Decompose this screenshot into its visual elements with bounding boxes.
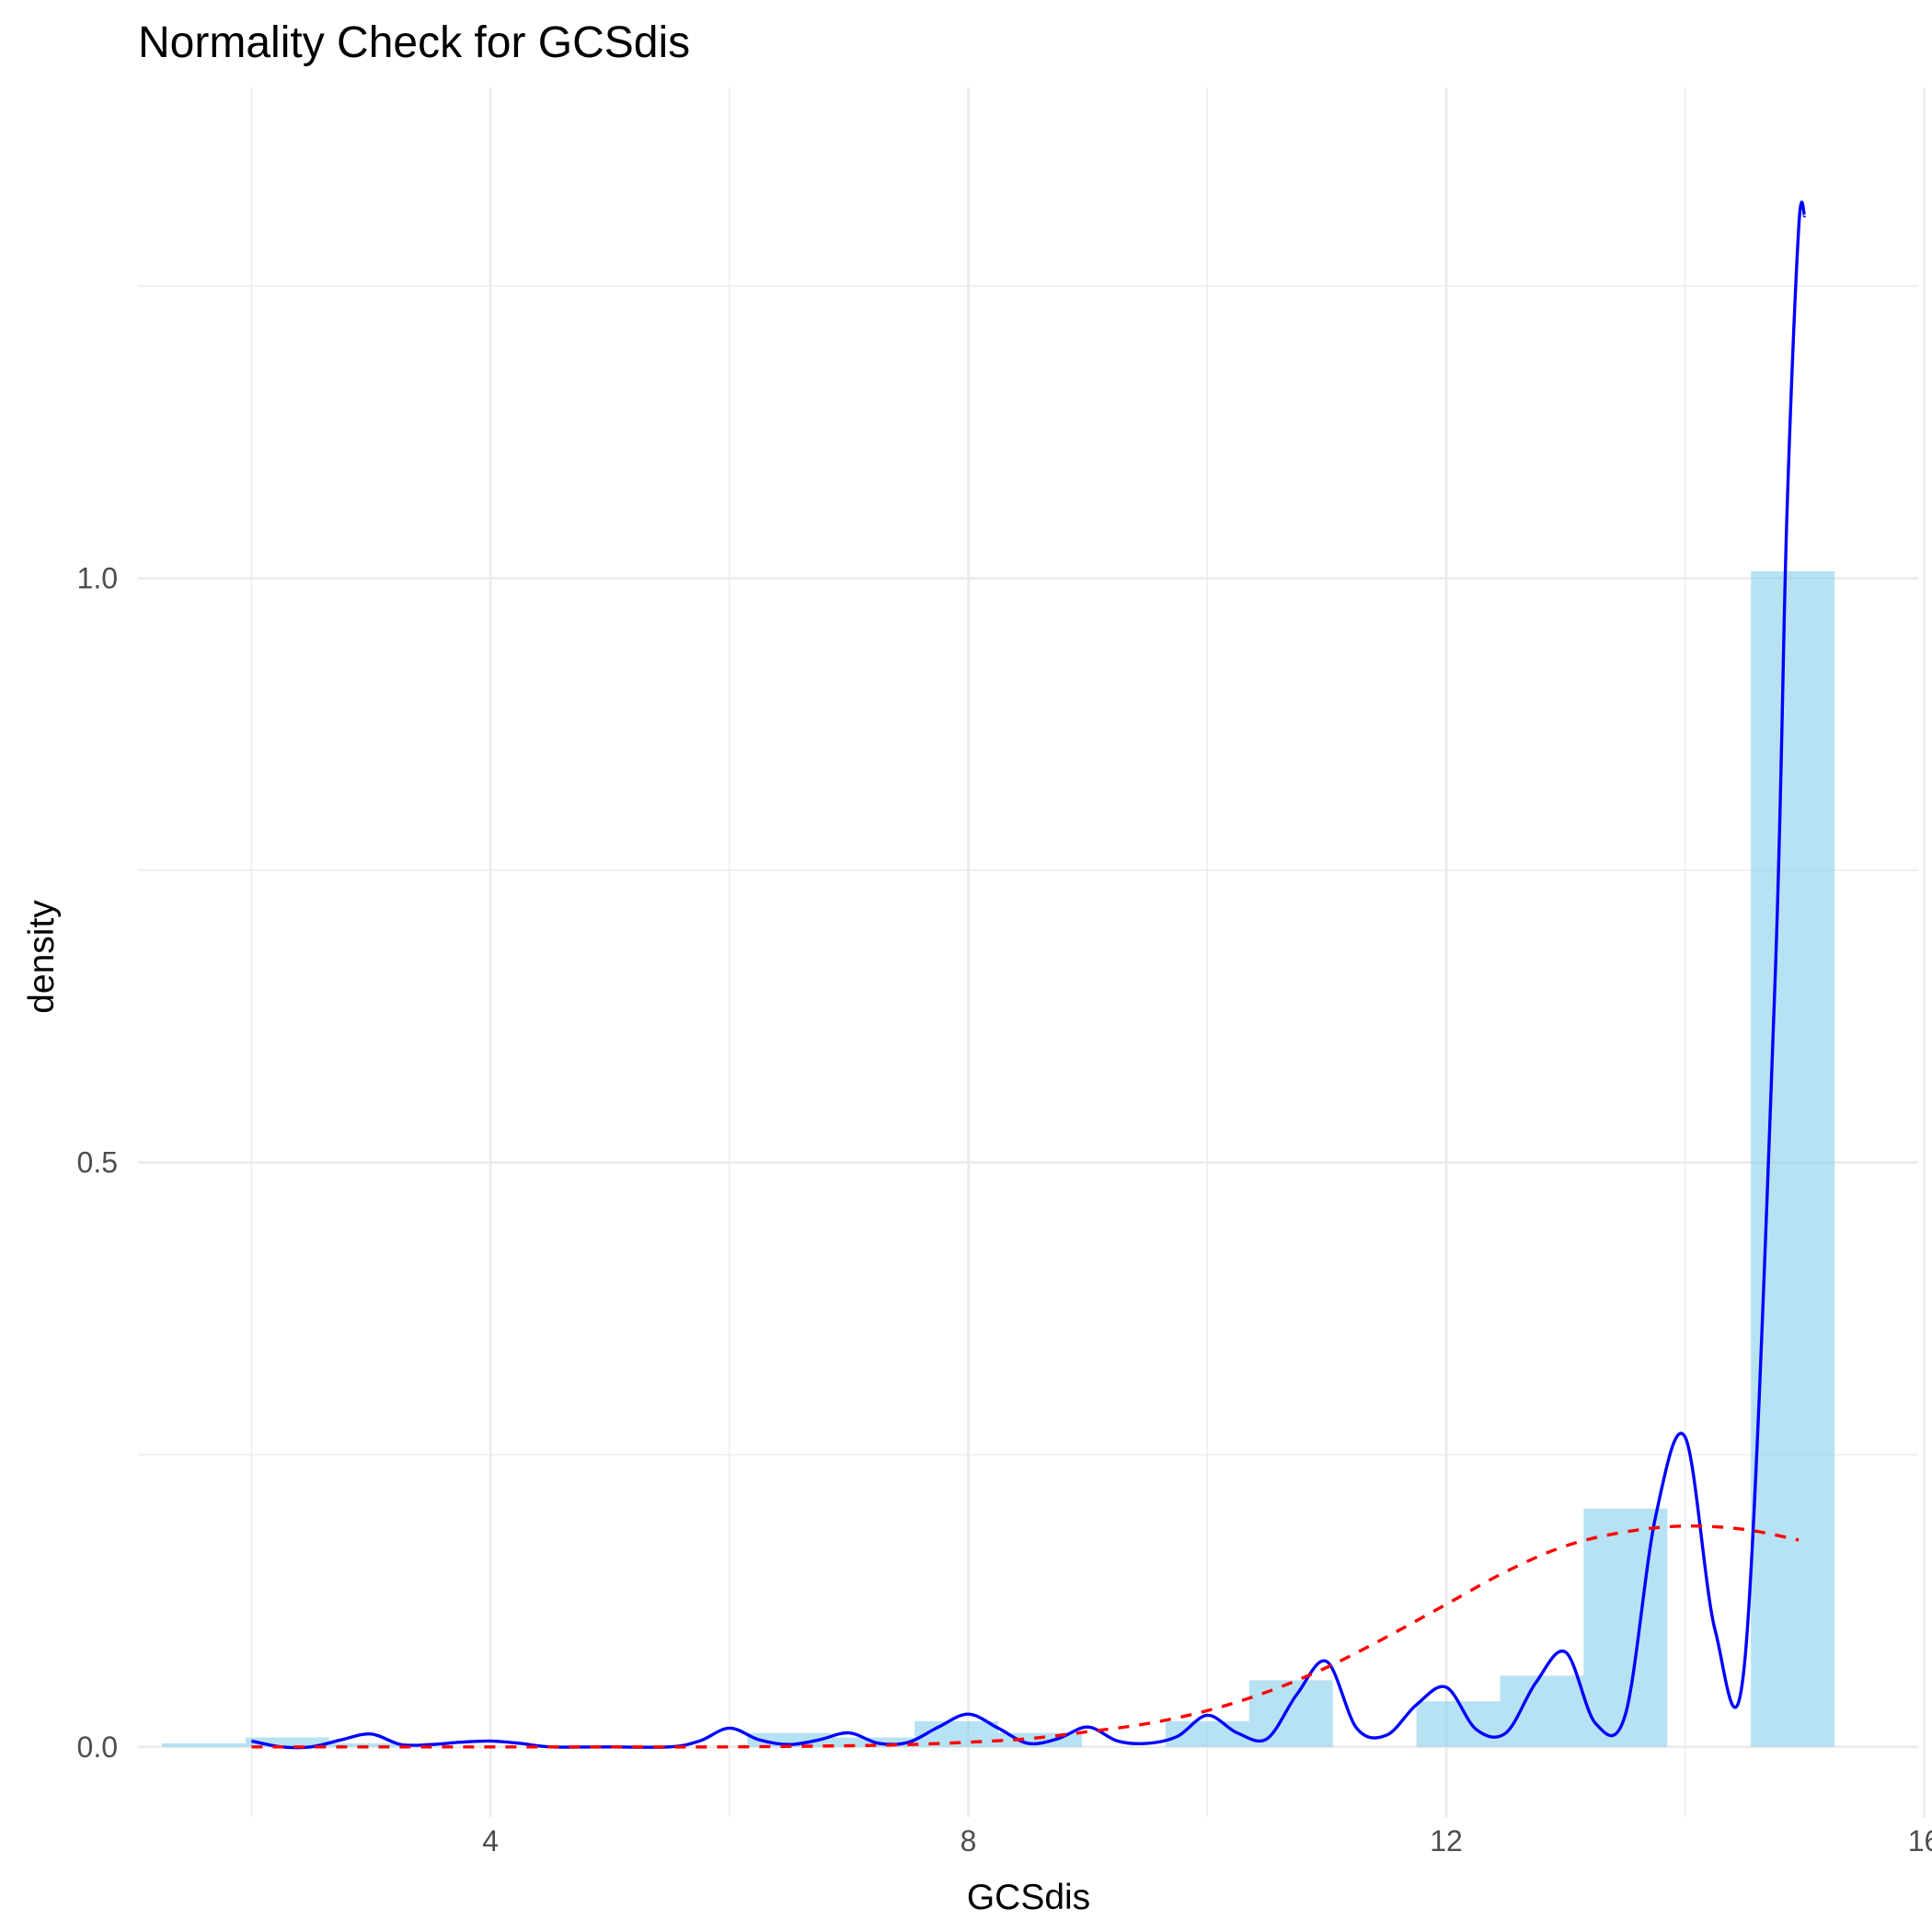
x-axis-title: GCSdis bbox=[967, 1878, 1090, 1917]
normal-curve-line bbox=[251, 1524, 1800, 1749]
histogram-bar bbox=[328, 1742, 413, 1747]
y-tick-label: 0.5 bbox=[77, 1146, 118, 1179]
histogram-bar bbox=[1416, 1701, 1501, 1747]
x-tick-label: 16 bbox=[1908, 1824, 1932, 1857]
x-tick-label: 8 bbox=[960, 1824, 977, 1857]
tick-labels: 4 8 12 16 0.0 0.5 1.0 bbox=[77, 562, 1932, 1857]
histogram-bar bbox=[1248, 1680, 1333, 1747]
chart-title: Normality Check for GCSdis bbox=[138, 18, 690, 67]
histogram-bar bbox=[1583, 1508, 1668, 1747]
density-curve-line bbox=[251, 201, 1807, 1750]
histogram-bars bbox=[161, 570, 1835, 1747]
y-tick-label: 0.0 bbox=[77, 1731, 118, 1764]
histogram-bar bbox=[1500, 1675, 1584, 1747]
x-tick-label: 12 bbox=[1430, 1824, 1463, 1857]
x-tick-label: 4 bbox=[482, 1824, 499, 1857]
histogram-bar bbox=[245, 1737, 329, 1747]
histogram-bar bbox=[1751, 570, 1835, 1747]
histogram-bar bbox=[161, 1742, 246, 1747]
density-lines bbox=[251, 201, 1807, 1750]
grid bbox=[138, 87, 1926, 1817]
y-axis-title: density bbox=[22, 900, 62, 1014]
y-tick-label: 1.0 bbox=[77, 562, 118, 595]
